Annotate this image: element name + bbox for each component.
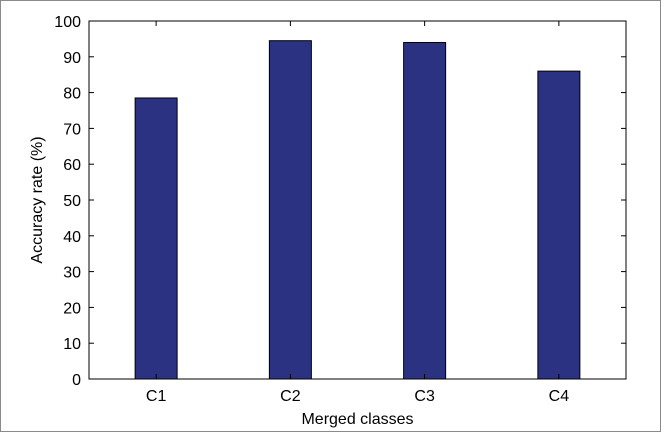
y-axis-label: Accuracy rate (%) bbox=[29, 136, 46, 263]
bars-group bbox=[134, 40, 581, 380]
y-tick-label: 80 bbox=[63, 86, 81, 103]
y-tick-label: 20 bbox=[63, 300, 81, 317]
y-tick-label: 30 bbox=[63, 265, 81, 282]
x-tick-label: C4 bbox=[549, 388, 570, 405]
y-tick-label: 70 bbox=[63, 121, 81, 138]
x-axis-ticks: C1 C2 C3 C4 bbox=[146, 21, 569, 405]
y-tick-label: 0 bbox=[72, 372, 81, 389]
y-axis-ticks: 0 10 20 30 40 50 60 70 80 90 100 bbox=[54, 14, 626, 389]
y-tick-label: 50 bbox=[63, 193, 81, 210]
y-tick-label: 40 bbox=[63, 229, 81, 246]
plot-area bbox=[88, 20, 627, 380]
bar-c4 bbox=[537, 70, 581, 380]
x-tick-label: C3 bbox=[414, 388, 435, 405]
x-tick-label: C2 bbox=[280, 388, 301, 405]
bar-c1 bbox=[134, 97, 178, 380]
y-tick-label: 90 bbox=[63, 50, 81, 67]
y-tick-label: 10 bbox=[63, 336, 81, 353]
x-tick-label: C1 bbox=[146, 388, 167, 405]
y-tick-label: 100 bbox=[54, 14, 81, 31]
bar-c2 bbox=[268, 40, 312, 380]
x-axis-label: Merged classes bbox=[301, 411, 413, 428]
bar-c3 bbox=[403, 41, 447, 380]
y-tick-label: 60 bbox=[63, 157, 81, 174]
